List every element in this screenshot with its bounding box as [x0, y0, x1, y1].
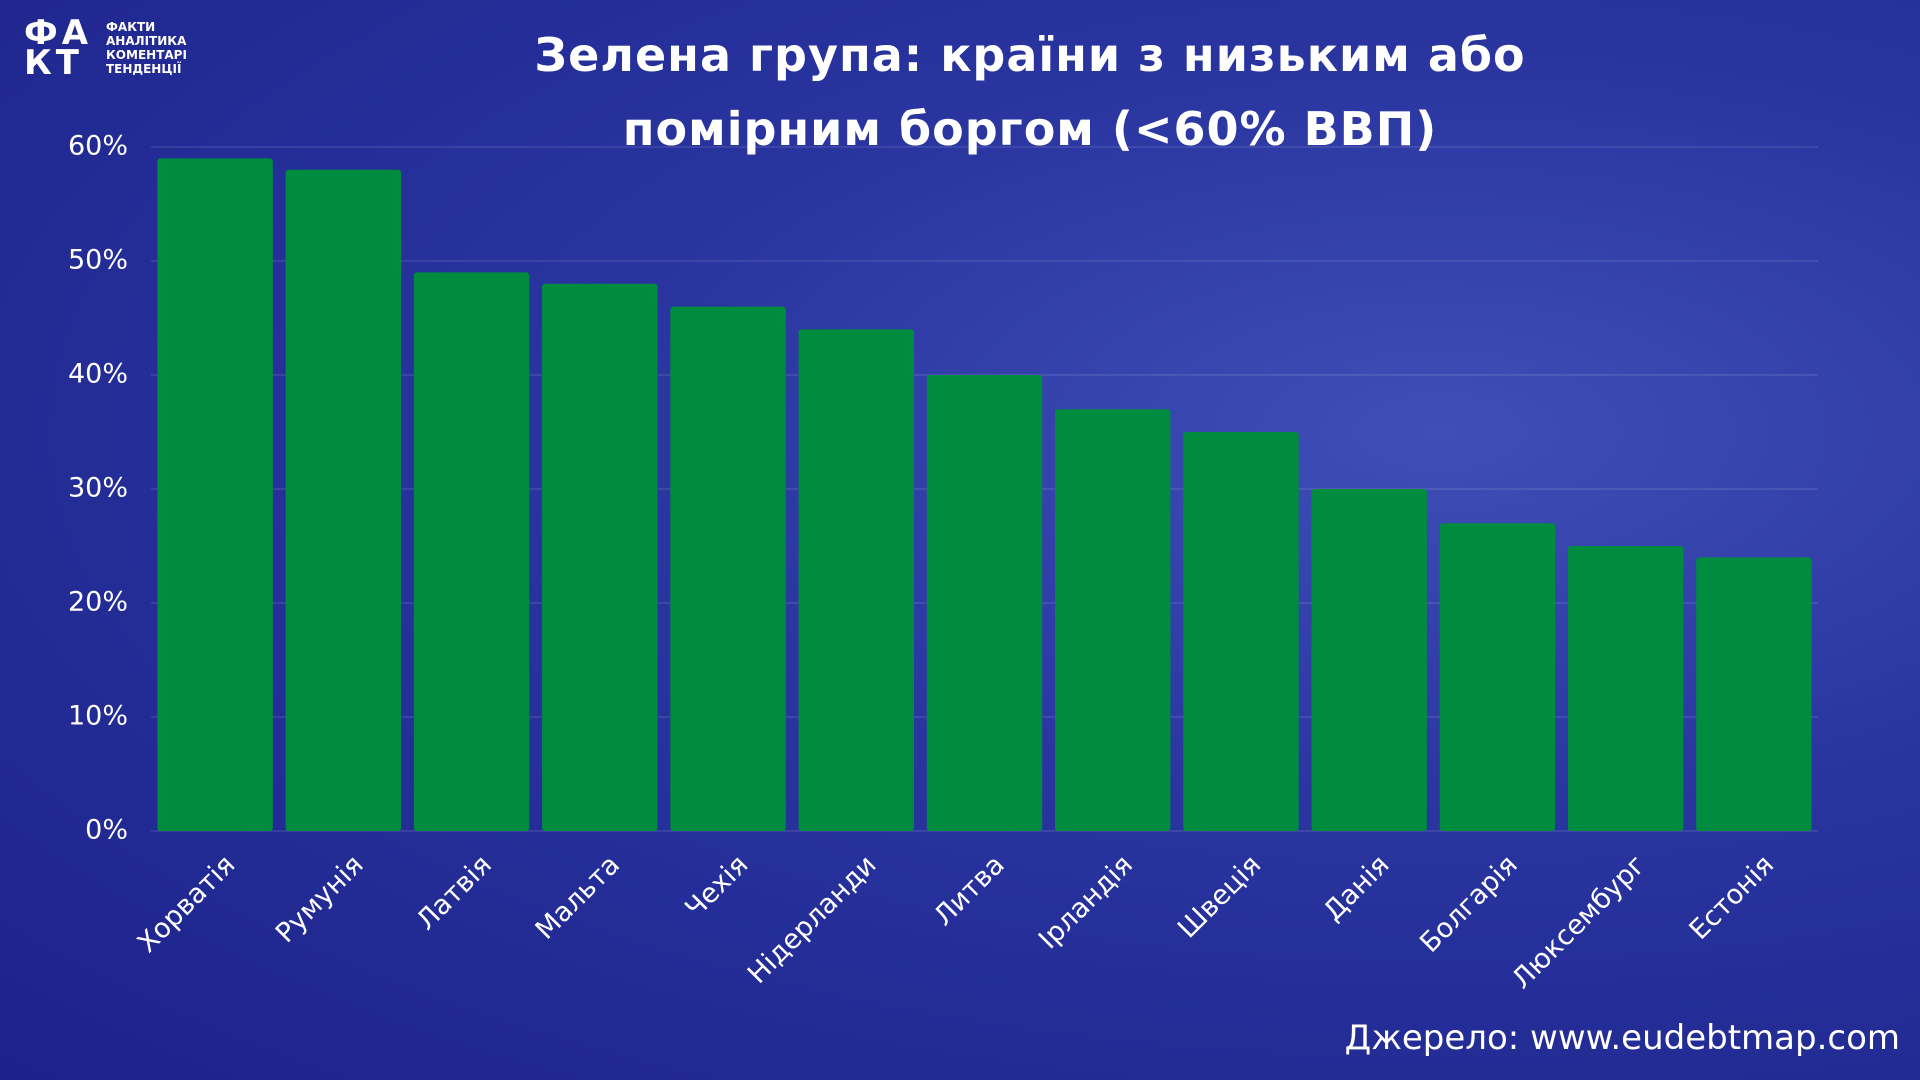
bar [1311, 489, 1427, 831]
x-tick-label: Мальта [530, 849, 626, 945]
logo-line: ФАКТИ [106, 20, 156, 34]
logo-mark: ФАКТ [24, 13, 93, 83]
bar [1567, 546, 1684, 831]
bar [1183, 432, 1299, 831]
y-tick-label: 0% [85, 815, 128, 846]
x-tick-label: Румунія [270, 849, 370, 949]
x-tick-label: Болгарія [1414, 849, 1524, 959]
bar [413, 272, 530, 831]
x-tick-label: Данія [1318, 849, 1396, 927]
bar [798, 329, 914, 831]
x-tick-label: Хорватія [132, 849, 242, 959]
x-tick-label: Люксембург [1506, 849, 1652, 995]
y-tick-label: 10% [68, 701, 128, 732]
source: Джерело: www.eudebtmap.com [1344, 1018, 1900, 1058]
logo-line: ТЕНДЕНЦІЇ [106, 62, 182, 76]
bar [1696, 557, 1812, 831]
x-tick-label: Естонія [1684, 849, 1781, 946]
x-tick-label: Чехія [679, 849, 754, 924]
chart-title: Зелена група: країни з низьким або помір… [534, 28, 1526, 156]
x-tick-label: Литва [928, 849, 1011, 932]
x-tick-label: Ірландія [1033, 849, 1139, 955]
bar [926, 375, 1043, 831]
bar [1439, 523, 1556, 831]
bar [285, 169, 402, 832]
logo-line: АНАЛІТИКА [106, 34, 187, 48]
x-tick-label: Латвія [411, 849, 498, 936]
logo-line: КОМЕНТАРІ [106, 48, 187, 62]
bar [157, 158, 273, 831]
x-tick-label: Нідерланди [742, 849, 883, 990]
y-tick-label: 60% [68, 131, 128, 162]
y-tick-label: 20% [68, 587, 128, 618]
y-tick-label: 40% [68, 359, 128, 390]
y-tick-label: 50% [68, 245, 128, 276]
y-tick-label: 30% [68, 473, 128, 504]
logo: ФАКТ ФАКТИ АНАЛІТИКА КОМЕНТАРІ ТЕНДЕНЦІЇ [24, 13, 187, 83]
bar [670, 306, 786, 832]
x-tick-label: Швеція [1172, 849, 1267, 944]
logo-lines: ФАКТИ АНАЛІТИКА КОМЕНТАРІ ТЕНДЕНЦІЇ [106, 20, 187, 76]
bar [542, 283, 658, 831]
bar [1055, 409, 1171, 831]
